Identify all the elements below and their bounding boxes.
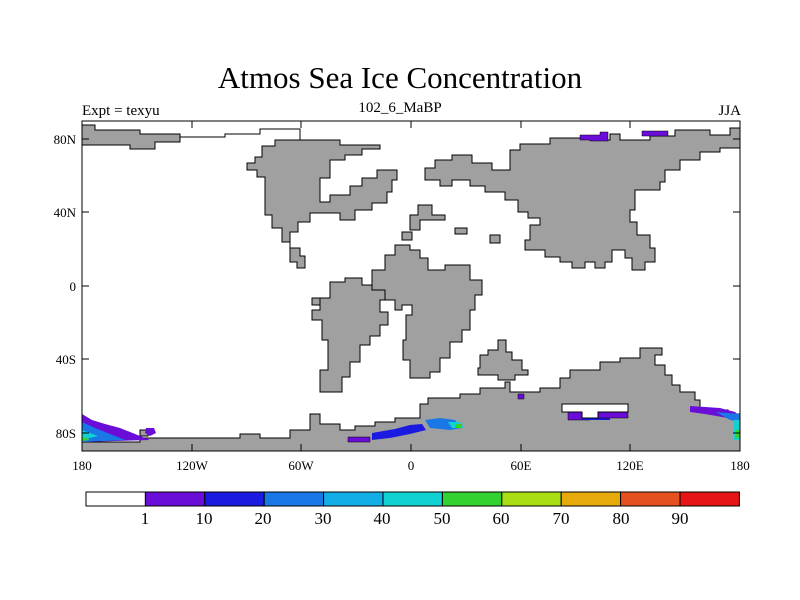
lon-label: 60W: [288, 458, 314, 473]
colorbar-box: [560, 491, 622, 507]
colorbar-label: 70: [553, 509, 570, 528]
ice-weddell-2: [372, 424, 426, 440]
colorbar-label: 30: [315, 509, 332, 528]
colorbar-box: [679, 491, 740, 507]
landmass-island-1: [401, 231, 413, 241]
landmass-island-4: [311, 297, 321, 306]
axis-ticks: [81, 121, 741, 451]
ice-east-1: [517, 393, 525, 400]
colorbar-box: [382, 491, 443, 507]
landmass-madagascar-like: [477, 339, 529, 381]
latitude-labels: 80N 40N 0 40S 80S: [54, 132, 77, 441]
landmass-europe: [409, 204, 446, 231]
lon-label: 120W: [176, 458, 209, 473]
landmass-africa: [371, 244, 483, 379]
ocean-polynya: [561, 403, 629, 419]
colorbar-box: [204, 491, 265, 507]
lat-label: 40N: [54, 205, 77, 220]
ice-east-4: [597, 411, 629, 419]
landmass-north-america: [81, 124, 398, 269]
lon-label: 60E: [511, 458, 532, 473]
ice-southwest-edge-green: [82, 436, 90, 441]
lon-label: 180: [730, 458, 750, 473]
colorbar-box: [85, 491, 146, 507]
age-label: 102_6_MaBP: [358, 100, 442, 116]
colorbar-label: 10: [196, 509, 213, 528]
season-label: JJA: [718, 103, 741, 119]
lat-label: 80S: [56, 426, 76, 441]
colorbar: [85, 491, 740, 507]
lon-label: 180: [72, 458, 92, 473]
ice-arctic-2: [641, 130, 669, 137]
map-plot-area: [81, 120, 741, 452]
colorbar-label: 40: [374, 509, 391, 528]
landmass-island-2: [454, 227, 468, 235]
colorbar-box: [263, 491, 325, 507]
ice-weddell-5: [455, 424, 462, 428]
colorbar-box: [620, 491, 681, 507]
colorbar-box: [441, 491, 503, 507]
colorbar-label: 60: [493, 509, 510, 528]
lon-label: 120E: [616, 458, 644, 473]
ice-weddell-1: [347, 436, 371, 443]
lon-label: 0: [408, 458, 415, 473]
colorbar-box: [323, 491, 384, 507]
ice-east-6: [716, 412, 740, 422]
landmass-antarctica: [81, 347, 741, 452]
colorbar-label: 20: [255, 509, 272, 528]
colorbar-box: [501, 491, 562, 507]
lat-label: 40S: [56, 352, 76, 367]
ice-east-8: [736, 430, 740, 438]
longitude-labels: 180 120W 60W 0 60E 120E 180: [72, 458, 750, 473]
ice-arctic-1: [579, 131, 609, 142]
sea-ice-areas: [82, 130, 740, 443]
lat-label: 0: [70, 279, 77, 294]
experiment-label: Expt = texyu: [82, 103, 160, 119]
ice-small-patch: [145, 428, 156, 436]
colorbar-label: 90: [672, 509, 689, 528]
colorbar-label: 1: [141, 509, 150, 528]
land-masses: [81, 124, 741, 452]
landmass-island-3: [489, 234, 501, 244]
plot-title: Atmos Sea Ice Concentration: [217, 60, 583, 95]
lat-label: 80N: [54, 132, 77, 147]
colorbar-label: 50: [434, 509, 451, 528]
colorbar-box: [144, 491, 206, 507]
colorbar-labels: 1 10 20 30 40 50 60 70 80 90: [141, 509, 689, 528]
colorbar-label: 80: [613, 509, 630, 528]
